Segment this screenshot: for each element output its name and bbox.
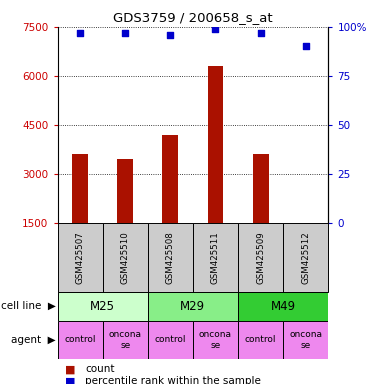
- Bar: [238, 223, 283, 292]
- Text: agent  ▶: agent ▶: [11, 335, 56, 345]
- Bar: [238, 292, 328, 321]
- Bar: [208, 66, 223, 223]
- Text: control: control: [64, 335, 96, 344]
- Bar: [72, 154, 88, 223]
- Point: [257, 30, 263, 36]
- Text: M49: M49: [270, 300, 296, 313]
- Point: [213, 26, 219, 32]
- Text: ■: ■: [65, 377, 75, 384]
- Bar: [117, 159, 133, 223]
- Bar: [148, 292, 238, 321]
- Point: [122, 30, 128, 36]
- Text: control: control: [245, 335, 276, 344]
- Text: cell line  ▶: cell line ▶: [1, 301, 56, 311]
- Point: [167, 31, 173, 38]
- Text: M25: M25: [90, 300, 115, 313]
- Text: GSM425511: GSM425511: [211, 231, 220, 284]
- Title: GDS3759 / 200658_s_at: GDS3759 / 200658_s_at: [113, 11, 273, 24]
- Bar: [298, 223, 313, 265]
- Text: control: control: [155, 335, 186, 344]
- Bar: [148, 223, 193, 292]
- Text: oncona
se: oncona se: [289, 330, 322, 349]
- Text: ■: ■: [65, 365, 75, 375]
- Text: GSM425507: GSM425507: [76, 231, 85, 284]
- Text: M29: M29: [180, 300, 206, 313]
- Bar: [148, 321, 193, 359]
- Bar: [58, 321, 103, 359]
- Text: count: count: [85, 364, 115, 374]
- Bar: [283, 223, 328, 292]
- Text: oncona
se: oncona se: [199, 330, 232, 349]
- Bar: [58, 292, 148, 321]
- Text: GSM425510: GSM425510: [121, 231, 130, 284]
- Text: GSM425508: GSM425508: [166, 231, 175, 284]
- Text: GSM425512: GSM425512: [301, 231, 310, 284]
- Text: oncona
se: oncona se: [109, 330, 142, 349]
- Point: [303, 43, 309, 50]
- Bar: [58, 223, 103, 292]
- Bar: [103, 321, 148, 359]
- Bar: [103, 223, 148, 292]
- Bar: [162, 135, 178, 223]
- Bar: [238, 321, 283, 359]
- Bar: [253, 154, 269, 223]
- Text: GSM425509: GSM425509: [256, 231, 265, 284]
- Bar: [283, 321, 328, 359]
- Point: [77, 30, 83, 36]
- Bar: [193, 321, 238, 359]
- Text: percentile rank within the sample: percentile rank within the sample: [85, 376, 261, 384]
- Bar: [193, 223, 238, 292]
